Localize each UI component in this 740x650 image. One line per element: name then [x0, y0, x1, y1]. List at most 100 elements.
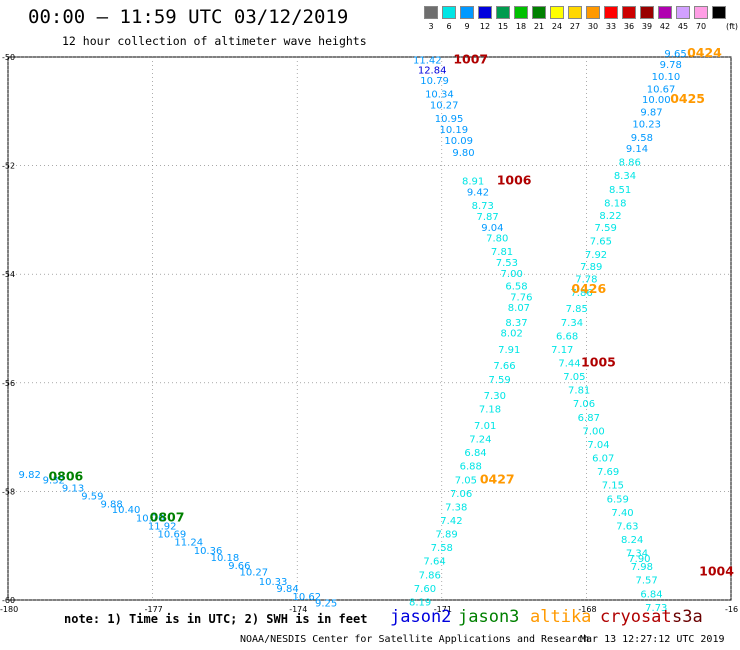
lon-tick-label: -16: [725, 605, 738, 614]
legend-swatch: [694, 6, 708, 19]
wave-height-value: 10.27: [239, 568, 268, 579]
pass-time-label: 1007: [453, 52, 488, 67]
wave-height-value: 10.62: [293, 592, 322, 603]
lon-tick-label: -180: [0, 605, 18, 614]
wave-height-value: 8.73: [472, 201, 494, 212]
legend-swatch: [658, 6, 672, 19]
wave-height-value: 10.36: [194, 546, 223, 557]
wave-height-value: 6.84: [640, 589, 662, 600]
wave-height-value: 9.25: [315, 599, 337, 610]
pass-time-label: 0424: [687, 45, 722, 60]
legend-label: 27: [569, 22, 581, 31]
wave-height-value: 8.24: [621, 535, 643, 546]
wave-height-value: 7.69: [597, 467, 619, 478]
wave-height-value: 7.87: [476, 212, 498, 223]
legend-swatch: [568, 6, 582, 19]
legend-label: 70: [695, 22, 707, 31]
wave-height-value: 7.30: [484, 391, 506, 402]
wave-height-value: 8.91: [462, 177, 484, 188]
lat-tick-label: -52: [2, 162, 15, 171]
wave-height-value: 8.51: [609, 185, 631, 196]
wave-height-value: 9.32: [43, 475, 65, 486]
wave-height-value: 6.84: [464, 448, 486, 459]
legend-label: 39: [641, 22, 653, 31]
lat-tick-label: -56: [2, 379, 15, 388]
wave-height-value: 7.80: [486, 234, 508, 245]
wave-height-value: 7.06: [450, 489, 472, 500]
wave-height-value: 10.69: [158, 530, 187, 541]
pass-time-label: 0427: [480, 471, 515, 486]
wave-height-value: 8.19: [409, 597, 431, 608]
lat-tick-label: -54: [2, 270, 15, 279]
legend-label: 12: [479, 22, 491, 31]
wave-height-value: 8.18: [604, 198, 626, 209]
legend-label: 18: [515, 22, 527, 31]
wave-height-value: 10.70: [136, 513, 165, 524]
map-frame: [7, 56, 732, 601]
wave-height-value: 7.40: [611, 508, 633, 519]
satellite-label-s3a: s3a: [672, 607, 703, 627]
wave-height-value: 7.17: [551, 345, 573, 356]
legend-label: 45: [677, 22, 689, 31]
legend-swatch: [586, 6, 600, 19]
legend-label: 33: [605, 22, 617, 31]
footnote: note: 1) Time is in UTC; 2) SWH is in fe…: [64, 612, 368, 626]
legend-swatch: [442, 6, 456, 19]
wave-height-value: 7.78: [575, 274, 597, 285]
wave-height-value: 7.98: [631, 562, 653, 573]
wave-height-value: 7.42: [440, 516, 462, 527]
wave-height-value: 9.04: [481, 223, 503, 234]
wave-height-value: 6.58: [505, 281, 527, 292]
wave-height-value: 8.86: [619, 158, 641, 169]
wave-height-value: 7.34: [626, 549, 648, 560]
wave-height-value: 7.81: [568, 386, 590, 397]
wave-height-value: 6.59: [607, 494, 629, 505]
legend-swatch: [622, 6, 636, 19]
legend-swatch: [514, 6, 528, 19]
wave-height-value: 7.05: [563, 372, 585, 383]
wave-height-value: 9.13: [62, 483, 84, 494]
legend-swatch: [460, 6, 474, 19]
legend-swatch: [604, 6, 618, 19]
wave-height-value: 7.04: [587, 440, 609, 451]
wave-height-value: 12.84: [418, 65, 447, 76]
wave-height-value: 7.63: [616, 521, 638, 532]
wave-height-value: 8.22: [599, 211, 621, 222]
wave-height-value: 10.95: [435, 114, 464, 125]
wave-height-value: 7.60: [414, 584, 436, 595]
wave-height-value: 6.87: [578, 413, 600, 424]
wave-height-value: 9.58: [631, 133, 653, 144]
wave-height-value: 7.59: [489, 375, 511, 386]
legend-swatch: [532, 6, 546, 19]
legend-swatch: [478, 6, 492, 19]
wave-height-value: 7.05: [455, 475, 477, 486]
lon-tick-label: -171: [434, 605, 452, 614]
pass-time-label: 1005: [581, 355, 616, 370]
wave-height-value: 10.33: [259, 577, 288, 588]
credit-line: NOAA/NESDIS Center for Satellite Applica…: [240, 634, 590, 645]
legend-label: 30: [587, 22, 599, 31]
wave-height-value: 6.07: [592, 454, 614, 465]
wave-height-value: 8.34: [614, 171, 636, 182]
wave-height-value: 9.87: [640, 108, 662, 119]
wave-height-value: 7.53: [496, 258, 518, 269]
wave-height-value: 7.18: [479, 405, 501, 416]
wave-height-value: 7.34: [561, 318, 583, 329]
lon-tick-label: -168: [578, 605, 596, 614]
lon-tick-label: -174: [289, 605, 307, 614]
wave-height-value: 7.44: [558, 359, 580, 370]
wave-height-value: 10.23: [632, 120, 661, 131]
legend-swatch: [424, 6, 438, 19]
wave-height-value: 11.42: [413, 56, 442, 67]
wave-height-value: 7.86: [419, 570, 441, 581]
wave-height-value: 7.76: [510, 292, 532, 303]
lat-tick-label: -58: [2, 487, 15, 496]
wave-height-value: 7.00: [501, 269, 523, 280]
wave-height-value: 7.15: [602, 481, 624, 492]
wave-height-value: 10.79: [420, 76, 449, 87]
generated-timestamp: Mar 13 12:27:12 UTC 2019: [580, 634, 725, 645]
satellite-label-jason3: jason3: [458, 607, 520, 627]
lat-tick-label: -50: [2, 53, 15, 62]
